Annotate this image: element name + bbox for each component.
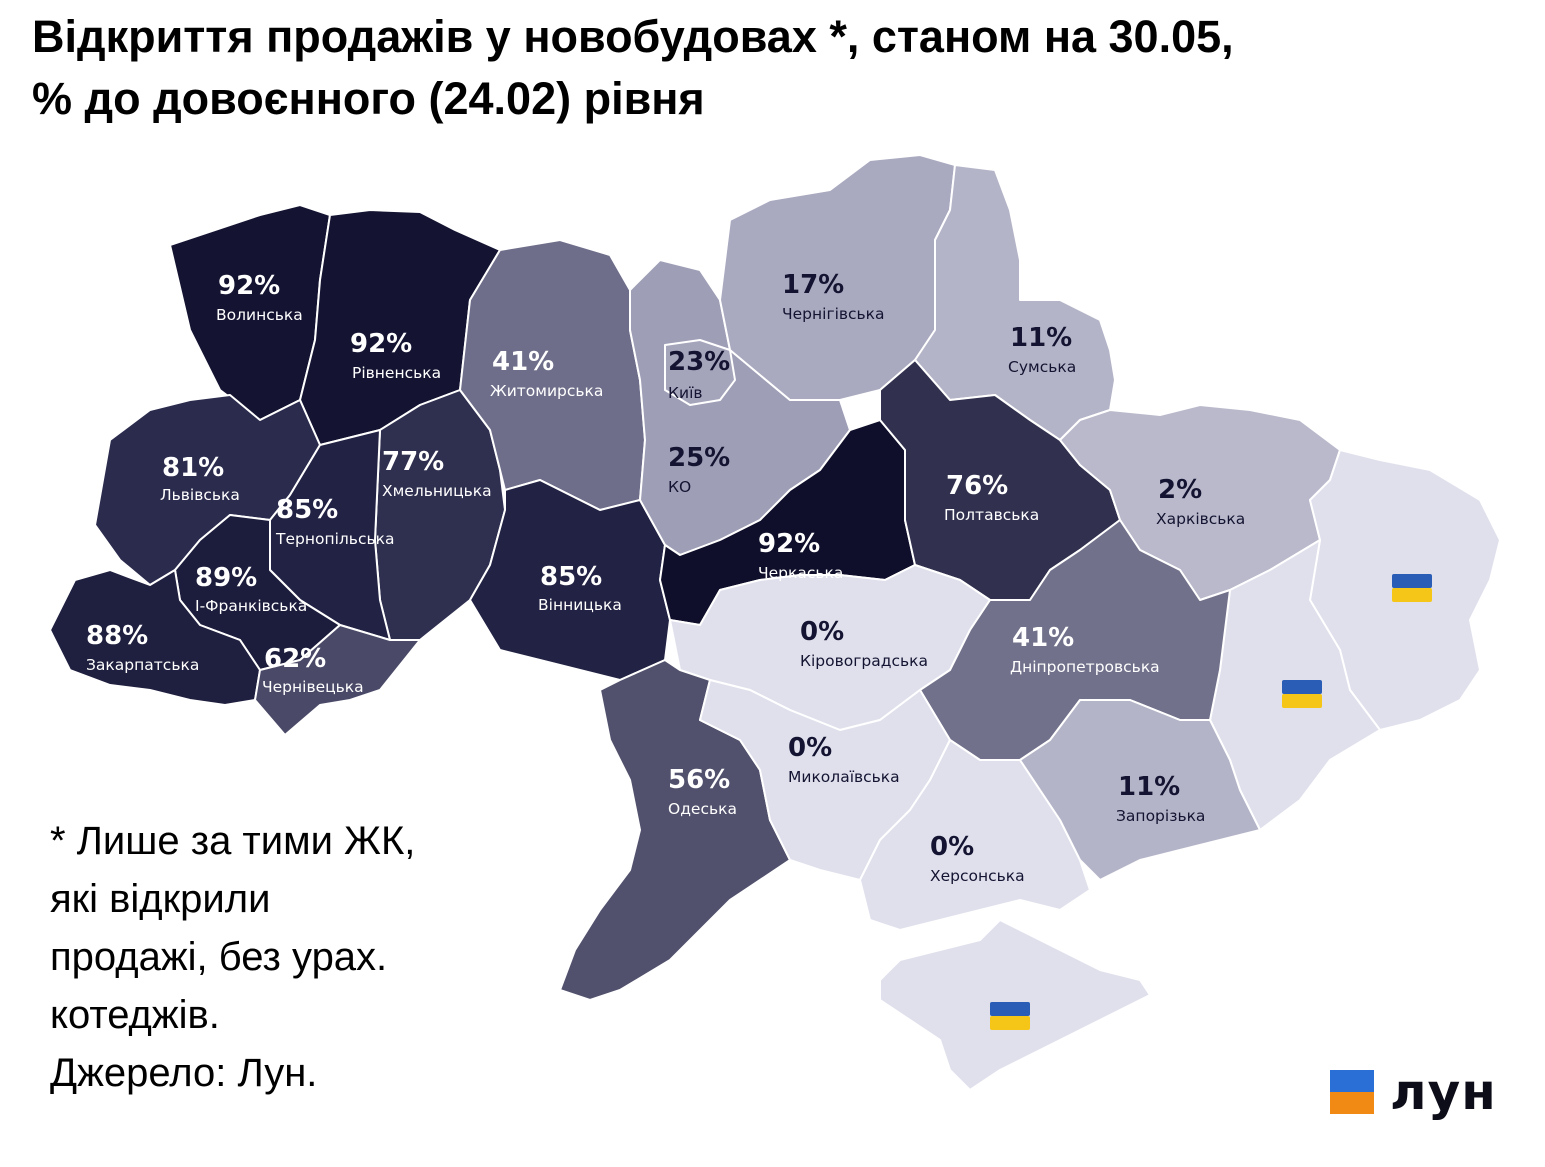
- name-odeska: Одеська: [668, 800, 737, 818]
- label-khersonska: 0% Херсонська: [930, 832, 1025, 885]
- name-zakarpatska: Закарпатська: [86, 656, 199, 674]
- label-kyiv: 23% Київ: [668, 347, 730, 402]
- name-mykolaivska: Миколаївська: [788, 768, 900, 786]
- label-kharkivska: 2% Харківська: [1156, 475, 1245, 528]
- label-ivano-frankivska: 89% І-Франківська: [195, 563, 307, 615]
- label-lvivska: 81% Львівська: [160, 453, 240, 504]
- footnote-line-4: котеджів.: [50, 993, 220, 1037]
- name-zhytomyrska: Житомирська: [490, 382, 603, 400]
- value-zaporizka: 11%: [1118, 772, 1180, 802]
- name-volynska: Волинська: [216, 306, 303, 324]
- name-ternopilska: Тернопільська: [275, 530, 394, 548]
- name-chernivetska: Чернівецька: [262, 678, 364, 696]
- label-volynska: 92% Волинська: [216, 271, 303, 324]
- value-ternopilska: 85%: [276, 495, 338, 525]
- name-dnipropetrovska: Дніпропетровська: [1010, 658, 1160, 676]
- label-kirovohradska: 0% Кіровоградська: [800, 617, 928, 670]
- footnote-line-2: які відкрили: [50, 877, 271, 921]
- value-cherkaska: 92%: [758, 529, 820, 559]
- region-zaporizka: [1019, 699, 1261, 881]
- value-zakarpatska: 88%: [86, 621, 148, 651]
- value-kyiv: 23%: [668, 347, 730, 377]
- name-kharkivska: Харківська: [1156, 510, 1245, 528]
- label-zaporizka: 11% Запорізька: [1116, 772, 1205, 825]
- value-volynska: 92%: [218, 271, 280, 301]
- value-mykolaivska: 0%: [788, 733, 832, 763]
- value-chernihivska: 17%: [782, 270, 844, 300]
- value-odeska: 56%: [668, 765, 730, 795]
- value-poltavska: 76%: [946, 471, 1008, 501]
- label-kyivska: 25% КО: [668, 443, 730, 496]
- footnote: * Лише за тими ЖК, які відкрили продажі,…: [50, 812, 550, 1102]
- value-kirovohradska: 0%: [800, 617, 844, 647]
- name-kyivska: КО: [668, 478, 691, 496]
- label-zhytomyrska: 41% Житомирська: [490, 347, 603, 400]
- label-ternopilska: 85% Тернопільська: [275, 495, 394, 548]
- map-title: Відкриття продажів у новобудовах *, стан…: [32, 6, 1532, 130]
- label-poltavska: 76% Полтавська: [944, 471, 1039, 524]
- value-rivnenska: 92%: [350, 329, 412, 359]
- value-ivano-frankivska: 89%: [195, 563, 257, 593]
- lun-logo: лун: [1330, 1062, 1497, 1122]
- lun-logo-mark-icon: [1330, 1070, 1374, 1114]
- name-chernihivska: Чернігівська: [782, 305, 885, 323]
- value-kyivska: 25%: [668, 443, 730, 473]
- value-chernivetska: 62%: [264, 644, 326, 674]
- value-vinnytska: 85%: [540, 562, 602, 592]
- value-khmelnytska: 77%: [382, 447, 444, 477]
- title-line-2: % до довоєнного (24.02) рівня: [32, 73, 705, 124]
- value-dnipropetrovska: 41%: [1012, 623, 1074, 653]
- label-sumska: 11% Сумська: [1008, 323, 1076, 376]
- name-poltavska: Полтавська: [944, 506, 1039, 524]
- name-zaporizka: Запорізька: [1116, 807, 1205, 825]
- value-sumska: 11%: [1010, 323, 1072, 353]
- label-chernivetska: 62% Чернівецька: [262, 644, 364, 696]
- region-kyiv-city: [664, 339, 736, 406]
- label-rivnenska: 92% Рівненська: [350, 329, 441, 382]
- label-khmelnytska: 77% Хмельницька: [382, 447, 492, 500]
- value-zhytomyrska: 41%: [492, 347, 554, 377]
- label-odeska: 56% Одеська: [668, 765, 737, 818]
- name-cherkaska: Черкаська: [758, 564, 843, 582]
- ukraine-flag-icon: [1392, 574, 1432, 602]
- name-vinnytska: Вінницька: [538, 596, 622, 614]
- name-rivnenska: Рівненська: [352, 364, 441, 382]
- footnote-line-1: * Лише за тими ЖК,: [50, 819, 416, 863]
- region-chernivetska: [254, 624, 421, 736]
- source-line: Джерело: Лун.: [50, 1051, 318, 1095]
- name-lvivska: Львівська: [160, 486, 240, 504]
- label-vinnytska: 85% Вінницька: [538, 562, 622, 614]
- name-kyiv: Київ: [668, 384, 703, 402]
- region-odeska: [559, 659, 791, 1001]
- ukraine-flag-icon: [1282, 680, 1322, 708]
- name-ivano-frankivska: І-Франківська: [195, 597, 307, 615]
- label-zakarpatska: 88% Закарпатська: [86, 621, 199, 674]
- ukraine-flag-icon: [990, 1002, 1030, 1030]
- name-kirovohradska: Кіровоградська: [800, 652, 928, 670]
- value-lvivska: 81%: [162, 453, 224, 483]
- title-line-1: Відкриття продажів у новобудовах *, стан…: [32, 11, 1234, 62]
- name-sumska: Сумська: [1008, 358, 1076, 376]
- name-khersonska: Херсонська: [930, 867, 1025, 885]
- name-khmelnytska: Хмельницька: [382, 482, 492, 500]
- label-cherkaska: 92% Черкаська: [758, 529, 843, 582]
- value-khersonska: 0%: [930, 832, 974, 862]
- footnote-line-3: продажі, без урах.: [50, 935, 388, 979]
- value-kharkivska: 2%: [1158, 475, 1202, 505]
- lun-logo-text: лун: [1390, 1063, 1497, 1121]
- label-mykolaivska: 0% Миколаївська: [788, 733, 900, 786]
- label-dnipropetrovska: 41% Дніпропетровська: [1010, 623, 1160, 676]
- label-chernihivska: 17% Чернігівська: [782, 270, 885, 323]
